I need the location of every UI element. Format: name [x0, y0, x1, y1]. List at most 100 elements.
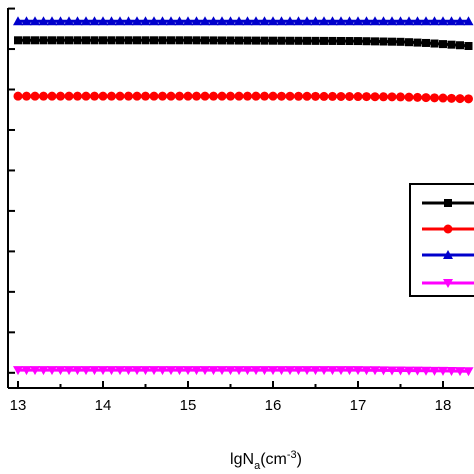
series-2-marker	[268, 16, 278, 26]
series-0-marker	[90, 36, 99, 45]
x-axis-title-main: lgN	[230, 451, 254, 468]
series-1-marker	[141, 91, 150, 101]
series-2-marker	[251, 16, 261, 26]
series-3-marker	[387, 366, 397, 376]
x-tick-label: 17	[350, 397, 367, 414]
series-2-marker	[38, 16, 49, 26]
series-2-marker	[412, 16, 423, 26]
series-3-marker	[55, 366, 66, 376]
series-1-marker	[328, 91, 337, 101]
x-axis-title-unit-superscript: -3	[287, 449, 297, 461]
series-3-marker	[336, 366, 346, 376]
series-3-marker	[149, 366, 159, 376]
series-1-marker	[81, 91, 91, 101]
legend-marker	[443, 224, 453, 234]
series-1-marker	[13, 91, 23, 101]
series-0-marker	[82, 36, 90, 45]
series-0-marker	[192, 36, 201, 45]
series-1-marker	[311, 91, 320, 101]
series-3-marker	[395, 366, 406, 376]
series-0-marker	[328, 36, 337, 45]
series-0-marker	[345, 37, 354, 46]
x-tick-label: 15	[180, 397, 197, 414]
series-1-marker	[260, 91, 269, 101]
series-3-marker	[242, 366, 253, 376]
series-1-marker	[387, 92, 397, 102]
series-3-marker	[132, 366, 142, 376]
series-0	[14, 36, 473, 50]
series-3-marker	[268, 366, 278, 376]
series-0-marker	[464, 42, 473, 50]
legend-marker	[443, 279, 453, 288]
series-1-marker	[438, 93, 448, 103]
series-0-marker	[422, 38, 430, 47]
series-1-marker	[175, 91, 184, 101]
series-2-marker	[234, 16, 244, 26]
series-0-marker	[396, 37, 405, 46]
series-1-marker	[336, 91, 346, 101]
legend-box	[409, 183, 474, 297]
series-1-marker	[226, 91, 235, 101]
series-0-marker	[413, 38, 422, 47]
series-0-marker	[456, 41, 464, 50]
series-0-marker	[294, 36, 303, 45]
series-3-marker	[183, 366, 193, 376]
series-0-marker	[277, 36, 286, 45]
series-0-marker	[362, 37, 371, 46]
series-1-marker	[345, 92, 354, 102]
series-1-marker	[209, 91, 218, 101]
series-1-marker	[217, 91, 227, 101]
series-3-marker	[72, 366, 83, 376]
series-2-marker	[30, 16, 40, 26]
series-2-marker	[395, 16, 406, 26]
series-3-marker	[106, 366, 117, 376]
series-0-marker	[439, 40, 447, 49]
series-0-marker	[235, 36, 243, 45]
series-0-marker	[150, 36, 158, 45]
series-0-marker	[354, 37, 362, 46]
series-3-marker	[293, 366, 304, 376]
series-2-marker	[404, 16, 414, 26]
series-1-marker	[234, 91, 244, 101]
series-1-marker	[73, 91, 82, 101]
series-0-marker	[65, 36, 73, 45]
series-0-marker	[48, 36, 56, 45]
series-3-marker	[370, 366, 380, 376]
series-0-marker	[388, 37, 396, 46]
series-2-marker	[336, 16, 346, 26]
series-1-marker	[30, 91, 40, 101]
series-0-marker	[209, 36, 218, 45]
x-axis-title: lgNa(cm-3)	[230, 449, 302, 472]
series-3-marker	[47, 366, 57, 376]
series-0-marker	[252, 36, 260, 45]
series-0-marker	[184, 36, 192, 45]
series-0-marker	[260, 36, 269, 45]
series-3-marker	[200, 366, 210, 376]
series-0-marker	[371, 37, 379, 46]
series-3-marker	[21, 366, 32, 376]
series-2-marker	[64, 16, 74, 26]
series-2-marker	[353, 16, 363, 26]
series-1	[13, 91, 473, 104]
series-1-marker	[404, 92, 414, 102]
series-2-marker	[115, 16, 125, 26]
series-1-marker	[370, 92, 380, 102]
series-1-marker	[455, 94, 465, 104]
series-1-marker	[56, 91, 65, 101]
series-2-marker	[98, 16, 108, 26]
series-2-marker	[327, 16, 338, 26]
series-1-marker	[319, 91, 329, 101]
series-3-marker	[81, 366, 91, 376]
series-1-marker	[115, 91, 125, 101]
series-3-marker	[302, 366, 312, 376]
series-0-marker	[447, 40, 456, 49]
x-axis-title-unit-prefix: (cm	[260, 451, 287, 468]
series-3-marker	[191, 366, 202, 376]
series-2-marker	[344, 16, 355, 26]
series-2-marker	[276, 16, 287, 26]
series-3-marker	[157, 366, 168, 376]
series-3-marker	[225, 366, 236, 376]
series-0-marker	[286, 36, 294, 45]
